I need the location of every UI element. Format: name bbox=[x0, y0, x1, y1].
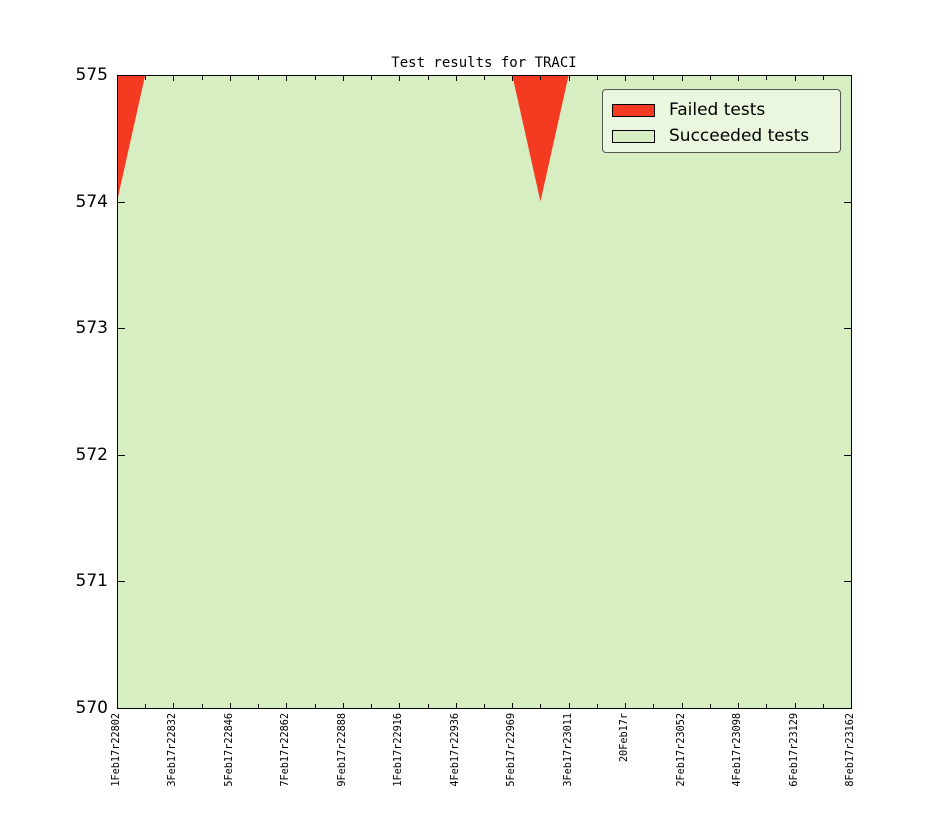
y-tick-label: 571 bbox=[75, 571, 108, 592]
legend-item-failed: Failed tests bbox=[612, 98, 840, 122]
succeeded-area bbox=[117, 75, 851, 708]
legend: Failed tests Succeeded tests bbox=[602, 89, 841, 153]
legend-label-failed: Failed tests bbox=[669, 100, 766, 120]
succeeded-tests-swatch bbox=[612, 129, 655, 143]
x-tick-label: 1Feb17r22916 bbox=[393, 713, 405, 787]
x-tick-label: 1Feb17r22802 bbox=[111, 713, 122, 787]
x-tick-label: 8Feb17r23162 bbox=[845, 713, 856, 787]
y-tick-label: 575 bbox=[75, 65, 108, 85]
y-tick-label: 570 bbox=[75, 698, 108, 718]
x-tick-label: 2Feb17r23052 bbox=[675, 713, 687, 787]
x-tick-label: 7Feb17r22862 bbox=[280, 713, 292, 787]
chart-title: Test results for TRACI bbox=[391, 55, 577, 71]
legend-item-succeeded: Succeeded tests bbox=[612, 124, 840, 148]
failed-tests-swatch bbox=[612, 103, 655, 117]
x-tick-label: 3Feb17r22832 bbox=[167, 713, 179, 787]
x-tick-label: 20Feb17r bbox=[619, 713, 631, 763]
x-tick-label: 4Feb17r23098 bbox=[732, 713, 744, 787]
x-tick-label: 5Feb17r22969 bbox=[506, 713, 518, 787]
figure: Test results for TRACI Failed tests Succ… bbox=[75, 55, 856, 787]
plot-border bbox=[117, 75, 852, 709]
chart-canvas bbox=[117, 75, 852, 709]
y-tick-label: 574 bbox=[75, 191, 108, 212]
x-tick-label: 3Feb17r23011 bbox=[562, 713, 574, 787]
x-tick-label: 9Feb17r22888 bbox=[336, 713, 348, 787]
x-tick-label: 4Feb17r22936 bbox=[449, 713, 461, 787]
legend-label-succeeded: Succeeded tests bbox=[669, 126, 810, 146]
y-tick-label: 572 bbox=[75, 444, 108, 465]
x-tick-label: 6Feb17r23129 bbox=[788, 713, 800, 787]
x-tick-label: 5Feb17r22846 bbox=[223, 713, 235, 787]
y-tick-label: 573 bbox=[75, 318, 108, 339]
